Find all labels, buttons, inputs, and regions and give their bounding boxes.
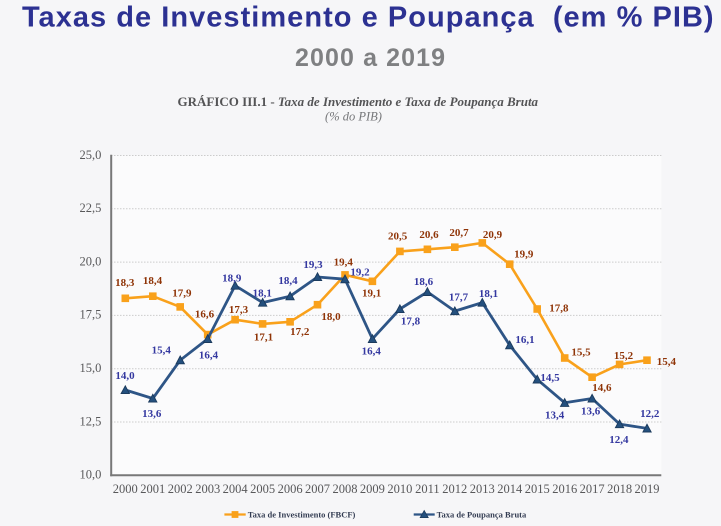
svg-text:10,0: 10,0 — [80, 468, 102, 482]
svg-text:14,6: 14,6 — [592, 382, 612, 394]
svg-text:19,2: 19,2 — [350, 267, 370, 279]
svg-text:17,1: 17,1 — [254, 331, 273, 343]
svg-text:2012: 2012 — [442, 482, 467, 496]
svg-text:19,4: 19,4 — [334, 256, 354, 268]
svg-text:18,6: 18,6 — [414, 276, 434, 288]
svg-text:2019: 2019 — [635, 482, 660, 496]
svg-text:2001: 2001 — [140, 482, 165, 496]
svg-text:15,4: 15,4 — [152, 344, 172, 356]
svg-text:2006: 2006 — [278, 482, 303, 496]
svg-text:19,9: 19,9 — [514, 249, 534, 261]
svg-text:12,5: 12,5 — [80, 414, 102, 428]
svg-text:Taxa de Poupança Bruta: Taxa de Poupança Bruta — [437, 509, 527, 519]
svg-text:18,9: 18,9 — [222, 273, 242, 285]
svg-text:15,5: 15,5 — [571, 347, 591, 359]
svg-text:19,1: 19,1 — [362, 287, 381, 299]
svg-text:20,7: 20,7 — [449, 227, 469, 239]
svg-text:17,7: 17,7 — [449, 292, 469, 304]
svg-text:17,3: 17,3 — [229, 304, 249, 316]
svg-text:18,1: 18,1 — [479, 288, 498, 300]
svg-text:16,1: 16,1 — [515, 334, 534, 346]
svg-text:16,4: 16,4 — [199, 349, 219, 361]
svg-text:18,1: 18,1 — [253, 288, 272, 300]
svg-text:13,4: 13,4 — [545, 410, 565, 422]
svg-text:20,9: 20,9 — [483, 229, 503, 241]
svg-text:GRÁFICO III.1 - Taxa de Invest: GRÁFICO III.1 - Taxa de Investimento e T… — [178, 94, 539, 109]
svg-text:18,4: 18,4 — [143, 275, 163, 287]
svg-text:2004: 2004 — [223, 482, 249, 496]
svg-text:2002: 2002 — [168, 482, 193, 496]
svg-text:17,9: 17,9 — [172, 288, 192, 300]
svg-text:17,2: 17,2 — [290, 326, 310, 338]
svg-text:15,0: 15,0 — [80, 361, 102, 375]
svg-text:15,2: 15,2 — [614, 350, 634, 362]
svg-text:Taxas de Investimento e Poupan: Taxas de Investimento e Poupança (em % P… — [22, 2, 715, 34]
svg-text:(% do PIB): (% do PIB) — [325, 110, 382, 124]
svg-text:13,6: 13,6 — [142, 408, 162, 420]
svg-text:19,3: 19,3 — [303, 259, 323, 271]
svg-text:14,5: 14,5 — [540, 372, 560, 384]
svg-text:2005: 2005 — [250, 482, 275, 496]
svg-text:2000: 2000 — [113, 482, 138, 496]
svg-text:18,0: 18,0 — [321, 311, 341, 323]
svg-text:2000 a 2019: 2000 a 2019 — [295, 44, 446, 72]
svg-text:16,6: 16,6 — [195, 309, 215, 321]
svg-text:12,4: 12,4 — [609, 434, 629, 446]
svg-text:20,5: 20,5 — [388, 231, 408, 243]
svg-text:15,4: 15,4 — [657, 356, 677, 368]
svg-text:25,0: 25,0 — [80, 148, 102, 162]
svg-text:16,4: 16,4 — [362, 346, 382, 358]
svg-text:17,8: 17,8 — [549, 303, 569, 315]
svg-text:2007: 2007 — [305, 482, 330, 496]
svg-text:20,0: 20,0 — [80, 254, 102, 268]
svg-text:2003: 2003 — [195, 482, 220, 496]
svg-text:17,5: 17,5 — [80, 308, 102, 322]
svg-text:18,4: 18,4 — [278, 275, 298, 287]
svg-text:Taxa de Investimento (FBCF): Taxa de Investimento (FBCF) — [248, 509, 356, 519]
svg-text:20,6: 20,6 — [419, 229, 439, 241]
svg-text:2013: 2013 — [470, 482, 495, 496]
svg-text:13,6: 13,6 — [581, 406, 601, 418]
svg-text:12,2: 12,2 — [640, 408, 660, 420]
svg-text:2016: 2016 — [552, 482, 577, 496]
svg-text:2015: 2015 — [525, 482, 550, 496]
svg-text:2017: 2017 — [580, 482, 605, 496]
svg-text:2011: 2011 — [415, 482, 440, 496]
svg-text:2018: 2018 — [607, 482, 632, 496]
svg-text:18,3: 18,3 — [115, 277, 135, 289]
svg-text:22,5: 22,5 — [80, 201, 102, 215]
svg-text:2014: 2014 — [497, 482, 523, 496]
svg-text:17,8: 17,8 — [401, 316, 421, 328]
svg-text:14,0: 14,0 — [115, 370, 135, 382]
svg-text:2008: 2008 — [333, 482, 358, 496]
svg-text:2009: 2009 — [360, 482, 385, 496]
svg-text:2010: 2010 — [387, 482, 412, 496]
